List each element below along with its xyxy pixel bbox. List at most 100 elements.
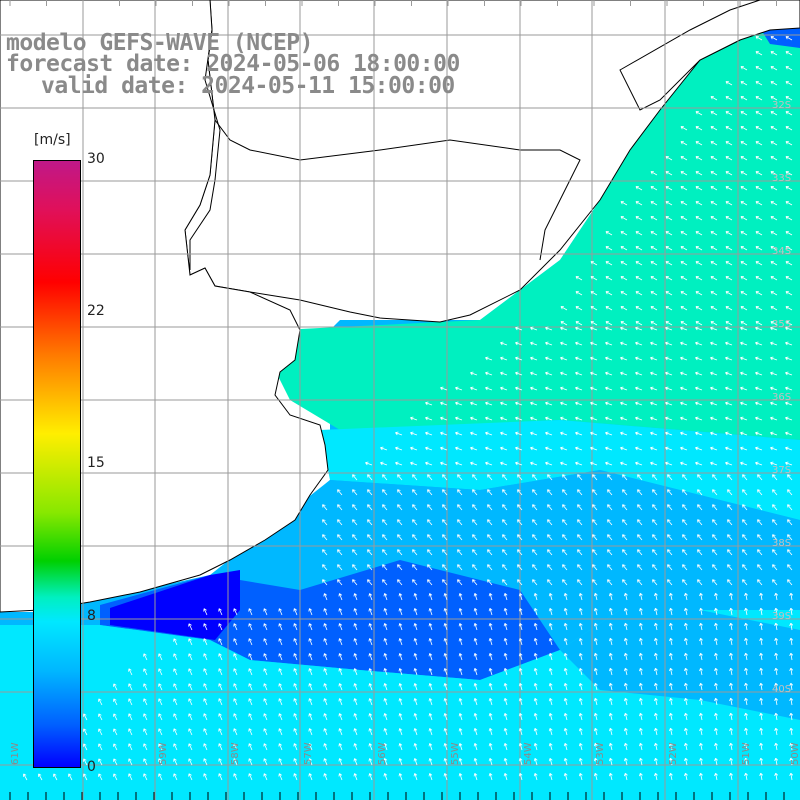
wind-arrow	[278, 653, 283, 661]
wind-arrow	[488, 742, 493, 751]
wind-arrow	[635, 356, 643, 361]
wind-arrow	[727, 549, 733, 556]
wind-arrow	[757, 564, 763, 571]
wind-arrow	[740, 111, 748, 116]
wind-arrow	[770, 36, 778, 41]
wind-arrow	[548, 697, 553, 706]
wind-arrow	[593, 622, 598, 631]
wind-arrow	[725, 156, 733, 161]
wind-arrow	[158, 713, 163, 721]
wind-arrow	[113, 758, 118, 766]
wind-arrow	[485, 446, 493, 451]
wind-arrow	[710, 291, 718, 296]
wind-arrow	[667, 534, 673, 541]
wind-arrow	[770, 401, 778, 406]
wind-arrow	[714, 667, 718, 676]
wind-arrow	[547, 504, 553, 511]
wind-arrow	[518, 638, 523, 646]
wind-arrow	[669, 682, 673, 691]
wind-arrow	[173, 698, 178, 706]
wind-arrow	[785, 81, 793, 86]
wind-arrow	[639, 742, 643, 751]
wind-arrow	[785, 246, 793, 251]
wind-arrow	[665, 321, 673, 326]
wind-arrow	[533, 697, 538, 706]
wind-arrow	[427, 489, 433, 496]
wind-arrow	[500, 371, 508, 376]
wind-arrow	[382, 474, 388, 481]
wind-arrow	[785, 231, 793, 236]
wind-arrow	[248, 743, 253, 751]
wind-arrow	[472, 549, 478, 556]
wind-arrow	[428, 713, 433, 721]
wind-arrow	[759, 637, 763, 646]
wind-arrow	[562, 564, 568, 571]
wind-arrow	[740, 276, 748, 281]
wind-arrow	[443, 608, 448, 616]
latitude-label: 35S	[772, 319, 792, 330]
wind-arrow	[353, 668, 358, 676]
wind-arrow	[83, 713, 88, 721]
wind-arrow	[530, 386, 538, 391]
wind-arrow	[533, 742, 538, 751]
wind-arrow	[440, 401, 448, 406]
wind-arrow	[770, 276, 778, 281]
wind-arrow	[727, 474, 733, 481]
wind-arrow	[605, 231, 613, 236]
colorbar-units: [m/s]	[34, 132, 71, 148]
wind-arrow	[337, 549, 343, 556]
wind-arrow	[578, 697, 583, 706]
wind-arrow	[637, 504, 643, 511]
wind-arrow	[560, 401, 568, 406]
wind-arrow	[470, 401, 478, 406]
wind-arrow	[428, 698, 433, 706]
wind-arrow	[652, 519, 658, 526]
wind-arrow	[368, 713, 373, 721]
wind-arrow	[560, 461, 568, 466]
wind-arrow	[635, 431, 643, 436]
wind-arrow	[383, 713, 388, 721]
wind-arrow	[650, 216, 658, 221]
wind-arrow	[547, 519, 553, 526]
wind-arrow	[485, 356, 493, 361]
wind-arrow	[785, 431, 793, 436]
wind-arrow	[770, 356, 778, 361]
wind-arrow	[695, 216, 703, 221]
wind-arrow	[699, 667, 703, 676]
wind-arrow	[684, 637, 688, 646]
wind-arrow	[233, 728, 238, 736]
wind-arrow	[755, 461, 763, 466]
wind-arrow	[352, 504, 358, 511]
wind-arrow	[425, 461, 433, 466]
wind-arrow	[293, 683, 298, 691]
wind-arrow	[755, 66, 763, 71]
wind-arrow	[744, 637, 748, 646]
wind-arrow	[714, 742, 718, 751]
wind-arrow	[578, 622, 583, 631]
wind-arrow	[413, 698, 418, 706]
wind-arrow	[650, 261, 658, 266]
wind-arrow	[427, 564, 433, 571]
wind-arrow	[322, 534, 328, 541]
wind-arrow	[563, 743, 568, 751]
wind-arrow	[428, 728, 433, 736]
wind-arrow	[742, 564, 748, 571]
wind-arrow	[545, 371, 553, 376]
wind-arrow	[729, 622, 733, 631]
wind-arrow	[669, 772, 673, 781]
wind-arrow	[575, 446, 583, 451]
wind-arrow	[413, 653, 418, 661]
wind-arrow	[413, 668, 418, 676]
latitude-label: 34S	[772, 246, 792, 257]
wind-arrow	[623, 667, 628, 676]
wind-arrow	[203, 713, 208, 721]
wind-arrow	[740, 321, 748, 326]
wind-arrow	[665, 461, 673, 466]
wind-arrow	[605, 276, 613, 281]
wind-arrow	[503, 742, 508, 751]
wind-arrow	[740, 326, 748, 331]
wind-arrow	[473, 667, 478, 676]
wind-arrow	[457, 504, 463, 511]
wind-arrow	[787, 489, 793, 496]
wind-arrow	[203, 758, 208, 766]
